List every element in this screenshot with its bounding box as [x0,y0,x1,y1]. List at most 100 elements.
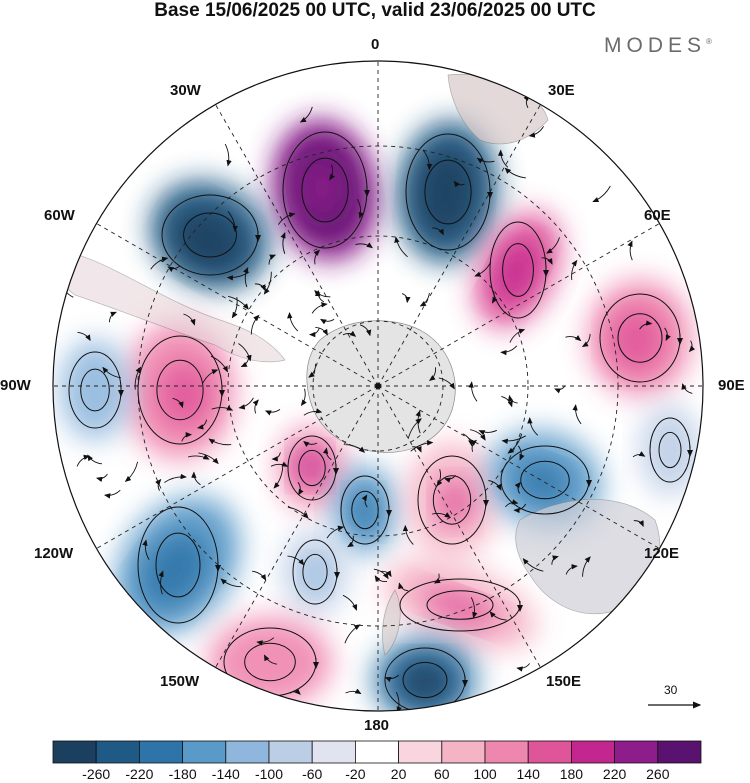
anomaly-blob [397,658,453,706]
wind-arrow [124,461,139,482]
streamline [502,243,534,297]
wind-arrow [104,489,121,499]
wind-arrow [415,410,421,434]
wind-arrow [522,558,544,572]
colorbar-swatch [657,740,702,764]
wind-arrow [287,506,309,519]
wind-arrow [489,611,507,621]
anomaly-blob [349,492,379,532]
brand-text: MODES [604,34,707,57]
longitude-label: 120E [644,545,680,562]
wind-arrow [210,355,228,373]
wind-arrow [627,240,633,261]
colorbar-tick-label: -260 [82,766,111,782]
wind-arrow [470,439,478,452]
wind-arrow [329,164,335,181]
colorbar-swatch [614,740,659,764]
anomaly-blob [514,460,570,504]
wind-arrow [633,520,644,528]
streamline [658,431,682,469]
wind-arrow [76,454,90,467]
anomaly-blob [169,205,247,275]
wind-arrow [565,564,578,575]
colorbar-tick-label: -180 [168,766,197,782]
south-america-shape [57,249,286,363]
modes-logo: MODES® [604,34,712,58]
wind-arrow [224,143,232,167]
streamline [183,212,237,258]
wind-arrow [256,637,275,646]
wind-arrow [142,539,150,561]
wind-arrow [187,454,210,460]
registered-mark: ® [706,37,712,46]
longitude-label: 60E [644,207,671,224]
wind-arrow [380,570,392,578]
wind-arrow [428,367,437,382]
wind-arrow [402,524,414,545]
wind-arrow [273,466,284,489]
longitude-label: 0 [371,36,380,53]
reference-vector-label: 30 [664,683,678,697]
wind-arrow [264,409,281,416]
wind-arrow [158,570,164,595]
colorbar-swatch [311,740,356,764]
wind-arrow [374,575,388,583]
wind-arrow [516,663,531,672]
streamline [617,313,663,363]
wind-arrow [344,624,361,644]
colorbar-swatch [138,740,183,764]
wind-arrow [287,312,299,332]
meridian-line [83,385,379,557]
colorbar-tick-label: -20 [345,766,366,782]
wind-arrow [311,302,328,314]
wind-arrow [270,461,289,467]
streamline [155,532,201,598]
colorbar-swatch [182,740,227,764]
wind-arrow [345,688,362,695]
colorbar-swatch [95,740,140,764]
wind-arrow [347,535,354,548]
wind-arrow [373,568,389,580]
wind-arrow [500,345,518,356]
wind-arrow [361,494,368,508]
meridian-line [207,91,379,387]
wind-arrow [326,525,345,539]
wind-arrow [476,157,495,164]
colorbar-swatch [398,740,443,764]
colorbar-tick-label: 220 [602,766,627,782]
wind-arrow [592,185,611,203]
wind-arrow [412,445,422,453]
colorbar-tick-label: -140 [211,766,240,782]
streamline [244,642,296,682]
wind-arrow [513,503,527,514]
wind-arrow [355,242,373,249]
wind-arrow [320,318,335,325]
wind-arrow [300,388,307,407]
meridian-line [207,385,379,681]
wind-arrow [299,106,313,123]
wind-arrow [359,324,372,337]
wind-arrow [197,419,208,430]
wind-arrow [342,330,357,337]
new-zealand-shape [382,589,401,656]
wind-arrow [315,326,328,336]
wind-arrow [280,231,286,254]
streamline [432,475,472,525]
wind-arrow [313,249,321,265]
wind-arrow [407,418,422,439]
wind-arrow [681,383,693,394]
wind-arrow [155,478,162,491]
meridian-line [377,385,549,681]
streamline [302,553,328,591]
streamline [351,490,379,530]
wind-arrow [565,335,582,342]
continents-layer [57,73,661,656]
wind-arrow [356,198,364,219]
colorbar-tick-label: -60 [302,766,323,782]
colorbar-swatch [484,740,529,764]
colorbar-tick-labels: -260 -220 -180 -140 -100 -60 -20 20 60 100 140 180 2… [0,766,750,783]
meridian-line [377,385,673,557]
longitude-label: 180 [364,717,390,734]
streamline [298,449,326,487]
streamline [402,661,448,699]
